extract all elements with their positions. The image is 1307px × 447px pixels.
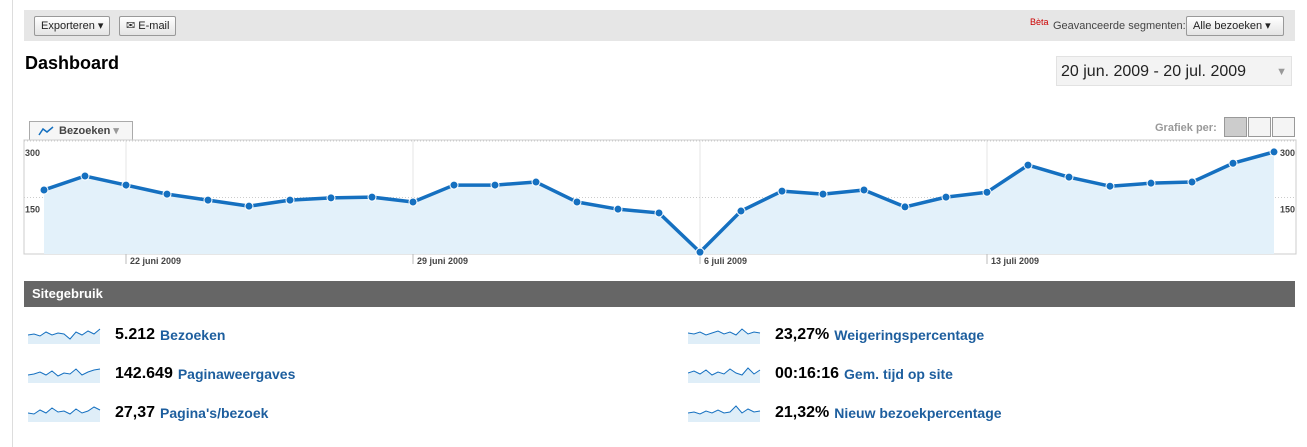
metric-row: 27,37 Pagina's/bezoek — [28, 402, 268, 424]
metric-value: 5.212 — [115, 326, 156, 343]
x-tick-label: 22 juni 2009 — [130, 256, 181, 266]
y-tick-label: 300 — [1280, 148, 1295, 158]
point — [244, 201, 254, 211]
point — [326, 193, 336, 203]
point — [1228, 158, 1238, 168]
metric-value: 142.649 — [115, 365, 173, 382]
date-range: 20 jun. 2009 - 20 jul. 2009 — [1061, 63, 1247, 80]
point — [162, 189, 172, 199]
point — [203, 195, 213, 205]
sparkline — [28, 328, 101, 344]
area — [44, 151, 1274, 254]
metric-row: 23,27% Weigeringspercentage — [688, 324, 984, 346]
sparkline — [28, 406, 101, 422]
point — [1187, 177, 1197, 187]
y-tick-label: 150 — [25, 205, 40, 215]
y-tick-label: 150 — [1280, 205, 1295, 215]
point — [1064, 172, 1074, 182]
graph-day-button[interactable] — [1224, 117, 1247, 137]
graph-by-buttons — [1224, 117, 1295, 137]
metric-link[interactable]: Gem. tijd op site — [844, 366, 953, 382]
point — [572, 197, 582, 207]
tab-icon — [38, 126, 54, 136]
point — [121, 180, 131, 190]
metric-value: 27,37 — [115, 404, 156, 421]
segment-dropdown[interactable]: Alle bezoeken ▾ — [1186, 16, 1284, 36]
point — [39, 185, 49, 195]
metric-link[interactable]: Nieuw bezoekpercentage — [834, 405, 1002, 421]
metric-link[interactable]: Pagina's/bezoek — [160, 405, 269, 421]
point — [900, 202, 910, 212]
metric-value: 21,32% — [775, 404, 830, 421]
point — [695, 247, 705, 257]
point — [449, 180, 459, 190]
date-range-picker[interactable]: 20 jun. 2009 - 20 jul. 2009 ▼ — [1056, 56, 1292, 86]
point — [654, 208, 664, 218]
y-tick-label: 300 — [25, 148, 40, 158]
x-tick-label: 13 juli 2009 — [991, 256, 1039, 266]
metric-tab[interactable]: Bezoeken ▾ — [29, 121, 133, 140]
point — [1105, 181, 1115, 191]
sparkline — [688, 405, 761, 422]
segments-label: Geavanceerde segmenten: — [1053, 20, 1186, 32]
point — [367, 192, 377, 202]
x-tick-label: 6 juli 2009 — [704, 256, 747, 266]
point — [285, 195, 295, 205]
export-button[interactable]: Exporteren ▾ — [34, 16, 111, 36]
export-label: Exporteren — [41, 20, 95, 32]
point — [531, 177, 541, 187]
segment-label: Alle bezoeken — [1193, 20, 1263, 32]
graph-month-button[interactable] — [1272, 117, 1295, 137]
metric-value: 23,27% — [775, 326, 830, 343]
graph-week-button[interactable] — [1248, 117, 1271, 137]
beta-label: Bèta — [1030, 17, 1049, 27]
email-button[interactable]: ✉ E-mail — [119, 16, 177, 36]
point — [859, 185, 869, 195]
sparkline — [688, 367, 761, 383]
metric-link[interactable]: Weigeringspercentage — [834, 327, 985, 343]
section-header: Sitegebruik — [24, 281, 1295, 307]
point — [777, 186, 787, 196]
point — [1269, 147, 1279, 157]
chart: 22 juni 2009 29 juni 2009 6 juli 2009 13 ju… — [23, 139, 1297, 266]
x-tick-label: 29 juni 2009 — [417, 256, 468, 266]
point — [408, 197, 418, 207]
metric-row: 142.649 Paginaweergaves — [28, 363, 295, 385]
graph-by-label: Grafiek per: — [1155, 122, 1217, 134]
point — [941, 192, 951, 202]
point — [818, 189, 828, 199]
point — [1023, 160, 1033, 170]
sparkline — [688, 328, 761, 344]
metric-row: 00:16:16 Gem. tijd op site — [688, 363, 953, 385]
point — [982, 187, 992, 197]
metric-tab-label: Bezoeken — [59, 125, 111, 137]
page-border — [12, 0, 13, 447]
metric-row: 21,32% Nieuw bezoekpercentage — [688, 402, 1002, 424]
point — [80, 171, 90, 181]
point — [490, 180, 500, 190]
point — [613, 204, 623, 214]
email-label: E-mail — [138, 20, 170, 32]
metric-value: 00:16:16 — [775, 365, 840, 382]
sparkline — [28, 368, 101, 383]
toolbar — [24, 10, 1295, 41]
metric-link[interactable]: Paginaweergaves — [177, 366, 296, 382]
metric-row: 5.212 Bezoeken — [28, 324, 225, 346]
point — [736, 206, 746, 216]
page-title: Dashboard — [25, 53, 120, 73]
metric-link[interactable]: Bezoeken — [160, 327, 226, 343]
point — [1146, 178, 1156, 188]
